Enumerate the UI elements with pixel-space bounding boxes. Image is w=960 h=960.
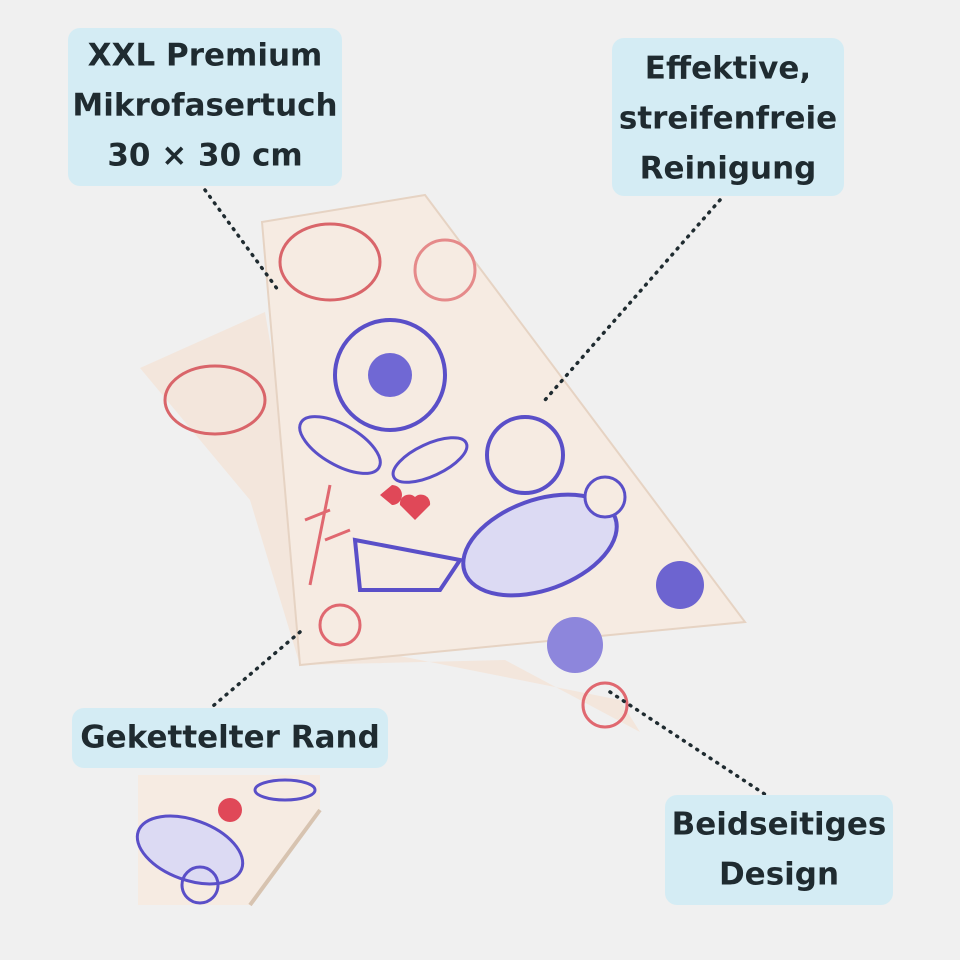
callout-text: Reinigung [640, 151, 817, 187]
callout: Beidseitiges Design [665, 795, 893, 905]
callout: Gekettelter Rand [72, 708, 388, 768]
callout-text: streifenfreie [619, 101, 837, 137]
callout-text: XXL Premium [88, 38, 323, 74]
inset-bird [135, 814, 245, 886]
leader-line [211, 630, 302, 708]
leaf-motif [163, 364, 267, 436]
rose-motif [413, 238, 477, 302]
inset-heart [218, 798, 242, 822]
leader-line [608, 690, 768, 797]
bird-motif [461, 492, 619, 598]
leaf-cluster [656, 561, 704, 609]
cloth-back [140, 312, 640, 732]
leaf-motif [581, 681, 629, 729]
inset-leaf [253, 778, 317, 802]
leader-line [203, 188, 280, 292]
callout-text: Mikrofasertuch [72, 88, 337, 124]
leaf-motif [278, 222, 382, 302]
callout-box [68, 28, 342, 186]
callout-box [612, 38, 844, 196]
flower-center [368, 353, 412, 397]
callout-text: Beidseitiges [672, 807, 887, 843]
callout-text: Gekettelter Rand [80, 720, 380, 756]
callout-box [665, 795, 893, 905]
heart-motif [380, 485, 431, 520]
callout-box [72, 708, 388, 768]
callout-text: Design [719, 857, 839, 893]
mandala-motif [485, 415, 565, 495]
leaf-motif [547, 617, 603, 673]
leaf-motif [391, 436, 469, 484]
flower-motif [333, 318, 447, 432]
leaf-motif [298, 415, 382, 475]
inset-edge [248, 808, 322, 907]
callout-text: Effektive, [645, 51, 811, 87]
edge-detail-inset [135, 775, 322, 907]
inset-mandala [180, 865, 220, 905]
callout: XXL Premium Mikrofasertuch 30 × 30 cm [68, 28, 342, 186]
bird-tail [352, 537, 464, 592]
callout-text: 30 × 30 cm [107, 138, 302, 174]
callout: Effektive, streifenfreie Reinigung [612, 38, 844, 196]
cloth [140, 193, 747, 732]
bird-head [583, 475, 627, 519]
twig-motif [304, 484, 351, 586]
leaf-motif [318, 603, 362, 647]
